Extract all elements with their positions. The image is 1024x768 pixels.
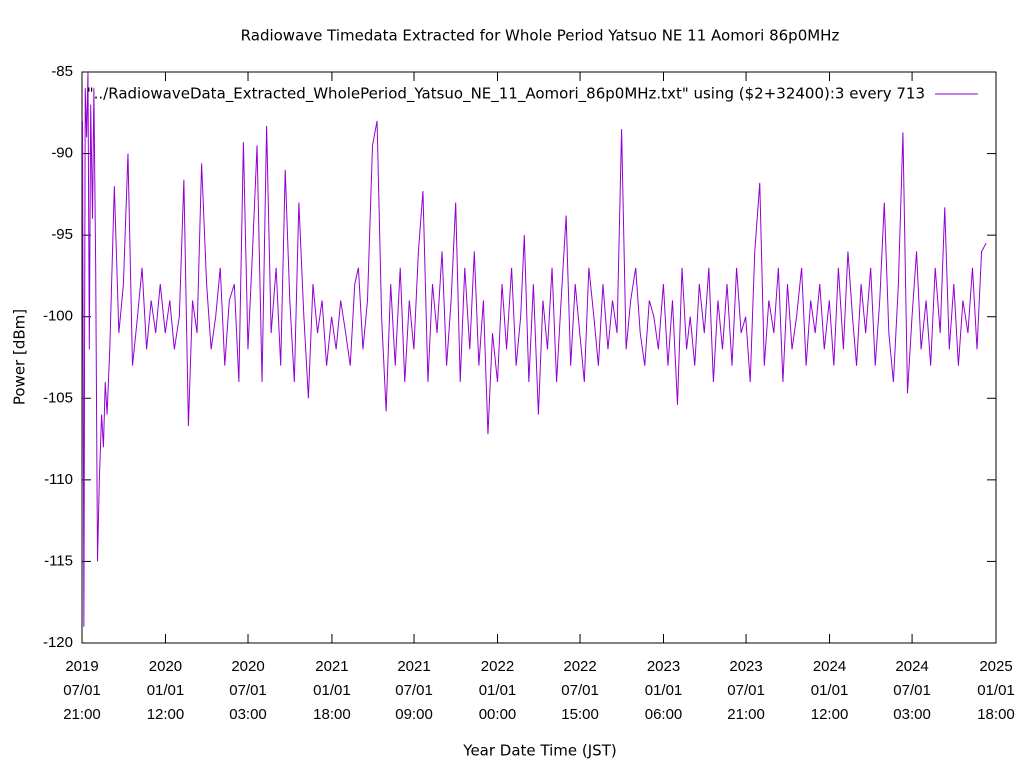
data-line <box>82 71 987 627</box>
x-tick-label: 2021 <box>397 658 430 675</box>
x-tick-label: 2021 <box>315 658 348 675</box>
x-tick-label: 2024 <box>895 658 928 675</box>
x-tick-label: 2022 <box>481 658 514 675</box>
legend-label: "../RadiowaveData_Extracted_WholePeriod_… <box>87 85 925 104</box>
chart-title: Radiowave Timedata Extracted for Whole P… <box>241 27 840 45</box>
x-tick-label: 2020 <box>149 658 182 675</box>
x-tick-label: 15:00 <box>561 706 599 723</box>
x-tick-label: 03:00 <box>893 706 931 723</box>
x-tick-label: 12:00 <box>147 706 185 723</box>
x-tick-label: 18:00 <box>313 706 351 723</box>
x-tick-label: 2019 <box>65 658 98 675</box>
x-tick-label: 2020 <box>231 658 264 675</box>
x-tick-label: 01/01 <box>147 682 185 699</box>
x-tick-label: 07/01 <box>893 682 931 699</box>
x-tick-label: 07/01 <box>63 682 101 699</box>
plot-frame <box>81 71 997 644</box>
x-tick-label: 00:00 <box>479 706 517 723</box>
x-tick-label: 2023 <box>729 658 762 675</box>
y-tick-label: -100 <box>43 308 73 325</box>
x-tick-label: 07/01 <box>229 682 267 699</box>
y-tick-label: -95 <box>51 226 73 243</box>
x-tick-label: 21:00 <box>63 706 101 723</box>
y-tick-label: -90 <box>51 145 73 162</box>
x-tick-label: 2024 <box>813 658 846 675</box>
x-axis-label: Year Date Time (JST) <box>462 742 616 760</box>
x-tick-label: 09:00 <box>395 706 433 723</box>
x-tick-label: 03:00 <box>229 706 267 723</box>
x-tick-label: 18:00 <box>977 706 1015 723</box>
x-tick-label: 12:00 <box>811 706 849 723</box>
x-tick-label: 01/01 <box>313 682 351 699</box>
x-tick-label: 01/01 <box>479 682 517 699</box>
x-tick-label: 07/01 <box>395 682 433 699</box>
x-tick-label: 07/01 <box>561 682 599 699</box>
x-tick-label: 21:00 <box>727 706 765 723</box>
y-axis-label: Power [dBm] <box>11 309 29 405</box>
x-tick-label: 2023 <box>647 658 680 675</box>
x-tick-label: 2022 <box>563 658 596 675</box>
x-tick-label: 07/01 <box>727 682 765 699</box>
y-tick-label: -115 <box>44 552 73 569</box>
y-tick-label: -110 <box>44 471 73 488</box>
x-tick-label: 01/01 <box>811 682 849 699</box>
x-tick-label: 01/01 <box>645 682 683 699</box>
y-tick-label: -85 <box>51 63 73 80</box>
x-tick-label: 2025 <box>979 658 1012 675</box>
x-tick-label: 06:00 <box>645 706 683 723</box>
y-tick-label: -105 <box>43 389 73 406</box>
y-tick-label: -120 <box>43 634 73 651</box>
x-tick-label: 01/01 <box>977 682 1015 699</box>
